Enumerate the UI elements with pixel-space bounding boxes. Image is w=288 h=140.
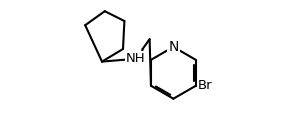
Text: Br: Br <box>198 79 213 92</box>
Text: N: N <box>168 40 179 54</box>
Text: NH: NH <box>126 52 145 65</box>
